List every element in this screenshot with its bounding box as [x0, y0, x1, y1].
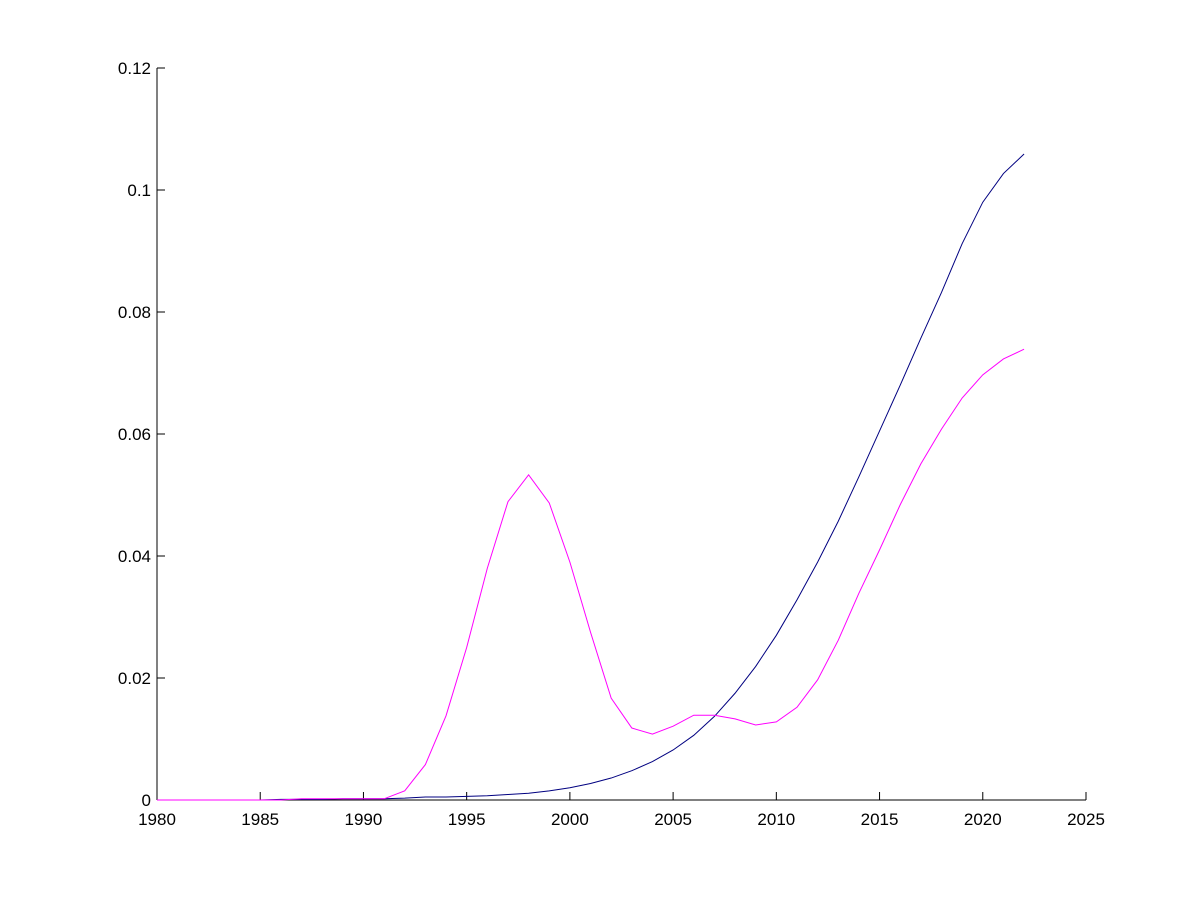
- line-series: [157, 153, 1025, 801]
- x-tick-label: 1985: [241, 810, 279, 829]
- y-tick-label: 0.1: [127, 181, 151, 200]
- x-tick-label: 1995: [448, 810, 486, 829]
- x-tick-label: 2000: [551, 810, 589, 829]
- y-tick-label: 0.08: [118, 303, 151, 322]
- line-series: [157, 348, 1025, 801]
- y-tick-label: 0.02: [118, 669, 151, 688]
- x-tick-label: 2020: [964, 810, 1002, 829]
- x-tick-label: 1990: [345, 810, 383, 829]
- x-tick-label: 2015: [861, 810, 899, 829]
- x-tick-label: 2010: [757, 810, 795, 829]
- y-tick-label: 0.12: [118, 59, 151, 78]
- y-tick-label: 0.06: [118, 425, 151, 444]
- x-tick-label: 2005: [654, 810, 692, 829]
- y-tick-label: 0: [142, 791, 151, 810]
- x-tick-label: 1980: [138, 810, 176, 829]
- y-tick-label: 0.04: [118, 547, 151, 566]
- x-tick-label: 2025: [1067, 810, 1105, 829]
